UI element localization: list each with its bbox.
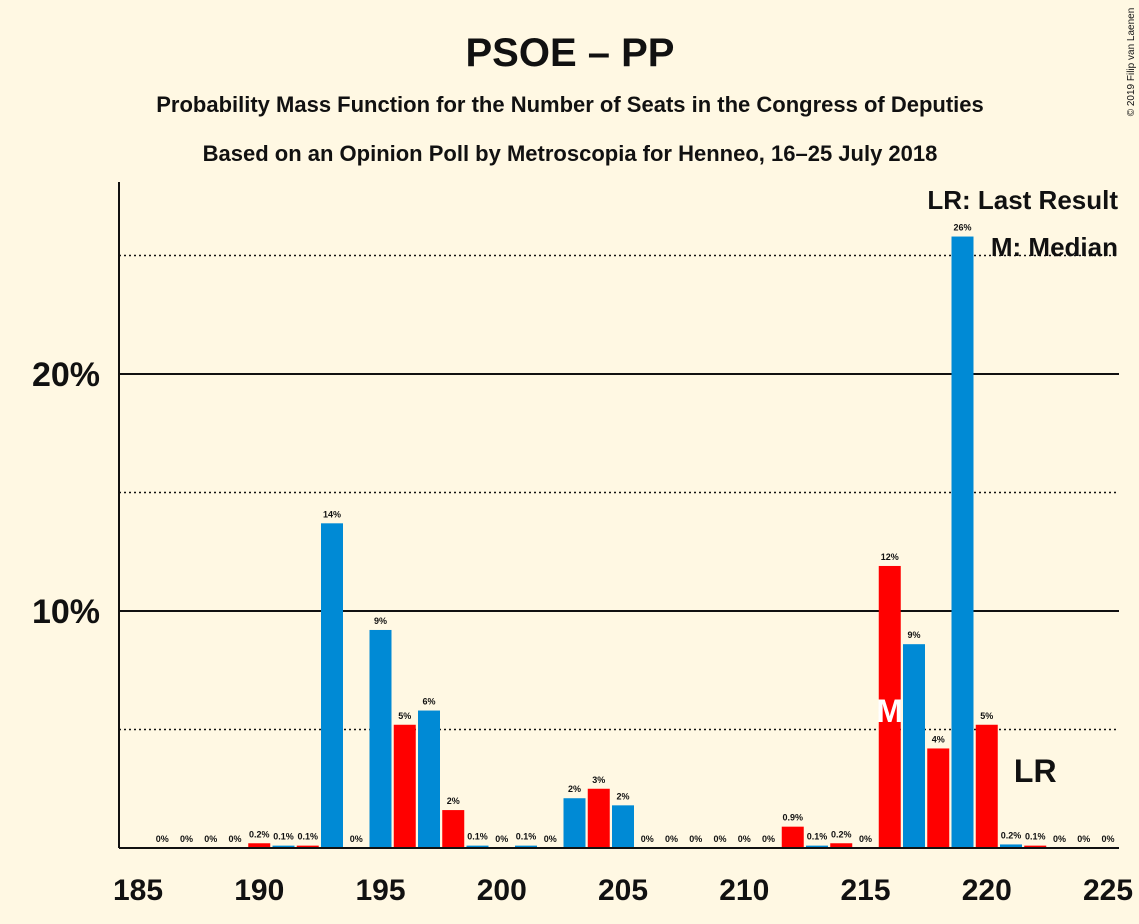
bar-seat-204 — [587, 788, 610, 848]
bar-label-223: 0% — [1053, 834, 1066, 844]
bar-seat-222 — [1024, 845, 1047, 848]
x-tick-label: 200 — [477, 874, 527, 907]
bar-label-215: 0% — [859, 834, 872, 844]
bar-seat-191 — [272, 845, 295, 848]
x-tick-label: 205 — [598, 874, 648, 907]
bar-label-202: 0% — [544, 834, 557, 844]
bar-label-210: 0% — [738, 834, 751, 844]
bar-label-194: 0% — [350, 834, 363, 844]
bar-label-186: 0% — [156, 834, 169, 844]
bar-label-225: 0% — [1101, 834, 1114, 844]
bar-label-201: 0.1% — [516, 832, 537, 842]
bar-label-192: 0.1% — [297, 832, 318, 842]
bar-label-195: 9% — [374, 616, 387, 626]
bar-label-207: 0% — [665, 834, 678, 844]
y-tick-labels: 10% 20% — [32, 356, 100, 631]
bar-label-199: 0.1% — [467, 832, 488, 842]
bar-seat-190 — [248, 843, 271, 848]
bar-seat-213 — [806, 845, 828, 848]
bar-label-213: 0.1% — [807, 832, 828, 842]
median-marker: M — [876, 693, 903, 729]
bar-label-189: 0% — [228, 834, 241, 844]
bar-label-209: 0% — [713, 834, 726, 844]
bar-seat-219 — [951, 236, 974, 849]
x-tick-label: 215 — [840, 874, 890, 907]
bar-seat-192 — [296, 845, 319, 848]
bar-seat-221 — [1000, 844, 1022, 848]
x-tick-label: 220 — [962, 874, 1012, 907]
bar-label-220: 5% — [980, 711, 993, 721]
bar-seat-195 — [369, 629, 392, 848]
bar-label-187: 0% — [180, 834, 193, 844]
legend-median: M: Median — [991, 232, 1118, 262]
bar-seat-212 — [781, 826, 804, 848]
bar-label-204: 3% — [592, 775, 605, 785]
x-tick-labels: 185 190 195 200 205 210 215 220 225 — [113, 874, 1133, 907]
bar-seat-198 — [442, 810, 465, 848]
bar-label-200: 0% — [495, 834, 508, 844]
y-tick-label: 20% — [32, 356, 100, 394]
bar-label-191: 0.1% — [273, 832, 294, 842]
bar-label-216: 12% — [881, 552, 899, 562]
bar-seat-218 — [927, 748, 950, 848]
x-tick-label: 185 — [113, 874, 163, 907]
bar-label-217: 9% — [907, 630, 920, 640]
bar-label-224: 0% — [1077, 834, 1090, 844]
bar-seat-197 — [418, 710, 440, 848]
bar-seat-205 — [612, 805, 634, 848]
x-tick-label: 190 — [234, 874, 284, 907]
last-result-marker: LR — [1014, 753, 1057, 789]
x-tick-label: 225 — [1083, 874, 1133, 907]
bar-label-188: 0% — [204, 834, 217, 844]
copyright-note: © 2019 Filip van Laenen — [1126, 8, 1137, 117]
bar-label-193: 14% — [323, 509, 341, 519]
bar-seat-217 — [903, 644, 925, 848]
bar-seat-196 — [393, 724, 416, 848]
bar-seat-216 — [878, 565, 901, 848]
bar-label-214: 0.2% — [831, 829, 852, 839]
bar-label-198: 2% — [447, 796, 460, 806]
bar-label-218: 4% — [932, 734, 945, 744]
bar-labels: 0% 0% 0% 0% 0.2% 0.1% 0.1%14%0%9%5%6%2%0.1% 0% 0… — [156, 223, 1115, 844]
bar-seat-199 — [466, 845, 489, 848]
chart-subtitle-poll: Based on an Opinion Poll by Metroscopia … — [203, 141, 938, 166]
bar-label-206: 0% — [641, 834, 654, 844]
bar-label-197: 6% — [422, 697, 435, 707]
x-tick-label: 210 — [719, 874, 769, 907]
bar-label-203: 2% — [568, 784, 581, 794]
bars — [248, 236, 1047, 849]
bar-seat-220 — [975, 724, 998, 848]
bar-seat-193 — [321, 523, 343, 848]
legend-last-result: LR: Last Result — [927, 185, 1118, 215]
chart-subtitle: Probability Mass Function for the Number… — [156, 92, 984, 117]
bar-seat-214 — [830, 843, 853, 848]
bar-label-219: 26% — [953, 223, 971, 233]
bar-label-212: 0.9% — [782, 813, 803, 823]
x-tick-label: 195 — [355, 874, 405, 907]
chart-title: PSOE – PP — [466, 31, 675, 75]
bar-label-205: 2% — [616, 791, 629, 801]
bar-label-222: 0.1% — [1025, 832, 1046, 842]
bar-label-208: 0% — [689, 834, 702, 844]
bar-label-221: 0.2% — [1001, 830, 1022, 840]
bar-label-211: 0% — [762, 834, 775, 844]
bar-label-190: 0.2% — [249, 829, 270, 839]
bar-seat-203 — [563, 798, 586, 848]
bar-label-196: 5% — [398, 711, 411, 721]
bar-seat-201 — [515, 845, 537, 848]
y-tick-label: 10% — [32, 593, 100, 631]
